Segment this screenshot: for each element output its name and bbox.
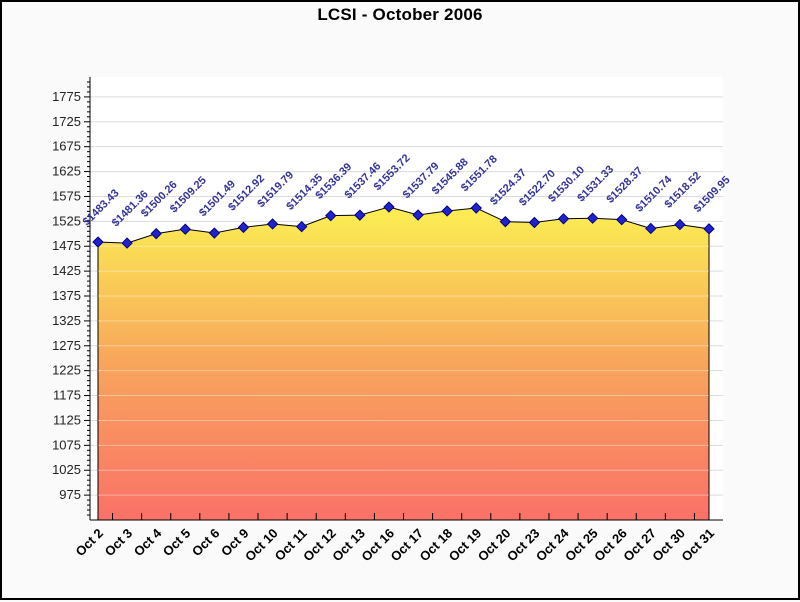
x-axis-label: Oct 3: [102, 526, 136, 560]
y-axis-label: 1325: [52, 313, 81, 328]
data-point-marker: [179, 223, 191, 235]
y-axis-label: 1075: [52, 437, 81, 452]
x-axis-label: Oct 6: [189, 526, 223, 560]
data-point-marker: [237, 221, 250, 234]
data-point-marker: [266, 218, 279, 230]
area-fill: [97, 206, 710, 521]
data-point-marker: [208, 227, 221, 239]
x-axis-label: Oct 4: [131, 525, 165, 559]
y-axis-label: 1725: [52, 114, 81, 129]
data-point-marker: [412, 209, 424, 221]
y-axis-label: 1025: [52, 462, 81, 477]
chart-title: LCSI - October 2006: [317, 5, 483, 24]
x-axis-label: Oct 10: [242, 526, 281, 565]
y-axis-label: 1375: [52, 288, 81, 303]
y-axis-label: 1175: [53, 388, 81, 403]
data-point-marker: [470, 202, 482, 214]
data-point-marker: [92, 236, 104, 248]
y-axis-label: 1575: [52, 188, 81, 203]
data-point-marker: [645, 222, 657, 235]
y-axis-label: 1125: [53, 412, 81, 427]
y-axis-label: 1675: [52, 139, 81, 154]
data-point-marker: [499, 215, 512, 228]
data-point-marker: [441, 205, 453, 217]
x-axis-label: Oct 2: [73, 526, 107, 560]
y-axis-label: 1775: [52, 89, 81, 104]
data-point-marker: [586, 212, 599, 224]
data-point-marker: [383, 201, 395, 213]
data-point-marker: [150, 227, 162, 240]
y-axis-label: 1525: [52, 213, 81, 228]
y-axis-label: 1425: [52, 263, 81, 278]
data-point-marker: [325, 209, 337, 222]
y-axis-label: 1225: [52, 363, 81, 378]
y-axis-label: 1275: [52, 338, 81, 353]
data-point-marker: [528, 216, 541, 229]
x-axis-label: Oct 31: [678, 526, 717, 565]
x-axis-label: Oct 5: [160, 526, 194, 560]
data-point-marker: [354, 209, 366, 221]
y-axis-label: 1475: [52, 238, 81, 253]
y-axis-label: 1625: [52, 164, 81, 179]
data-point-marker: [557, 213, 570, 225]
data-point-marker: [674, 218, 686, 231]
data-point-marker: [703, 223, 715, 235]
data-point-marker: [616, 213, 628, 226]
data-point-marker: [295, 220, 308, 233]
y-axis-label: 975: [59, 487, 81, 502]
data-point-marker: [121, 237, 133, 249]
